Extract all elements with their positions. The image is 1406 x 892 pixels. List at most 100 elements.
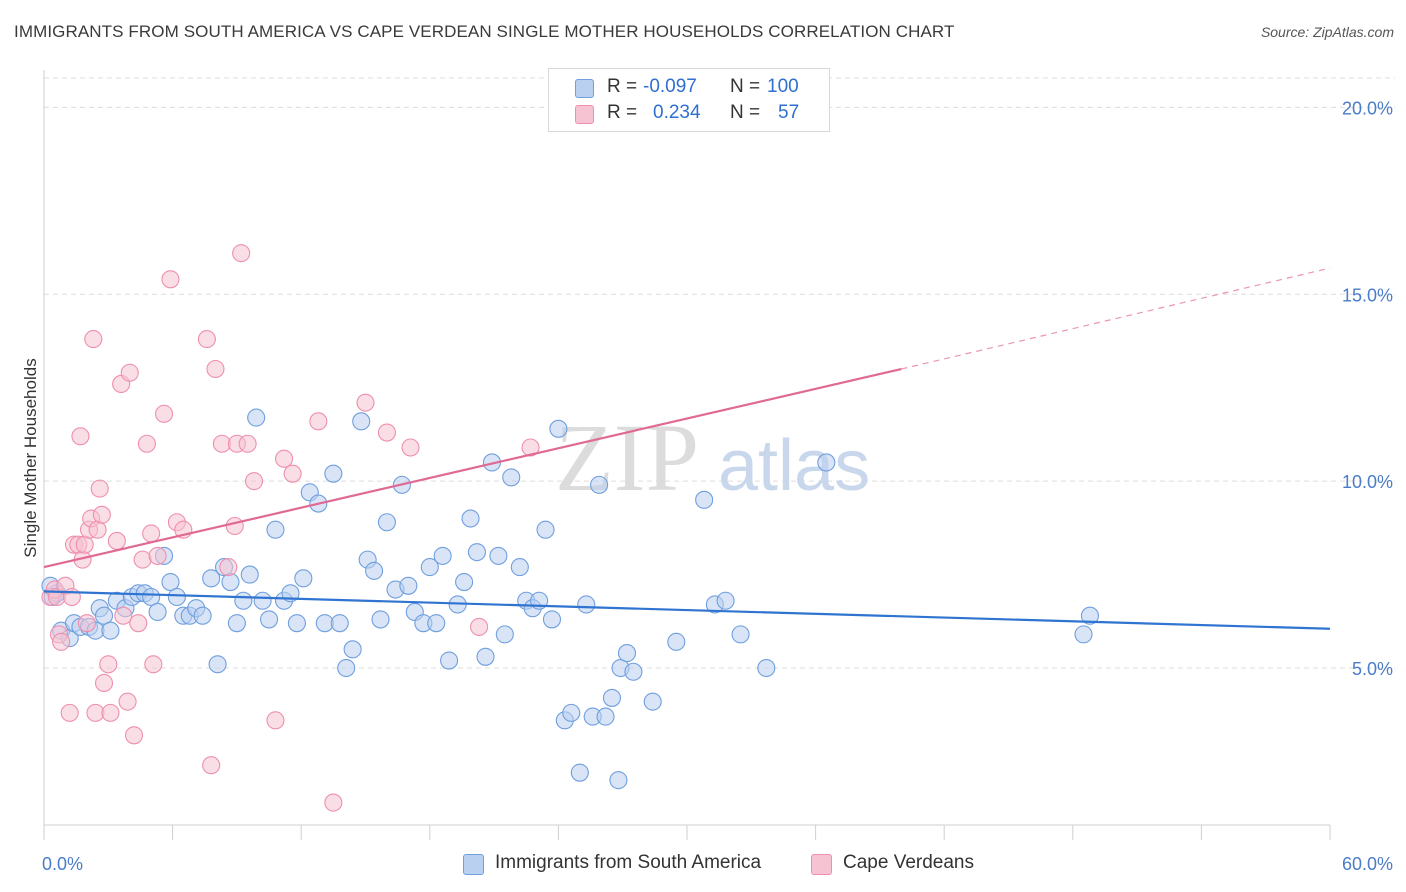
data-point-cape-verdeans: [107, 531, 126, 550]
data-point-immigrants: [287, 614, 306, 633]
data-point-immigrants: [731, 625, 750, 644]
zipatlas-watermark: ZIP atlas: [555, 404, 870, 511]
data-point-immigrants: [549, 419, 568, 438]
data-point-cape-verdeans: [142, 524, 161, 543]
data-point-cape-verdeans: [401, 438, 420, 457]
data-point-cape-verdeans: [470, 617, 489, 636]
data-point-cape-verdeans: [137, 434, 156, 453]
data-point-immigrants: [716, 591, 735, 610]
legend-r-label: R =: [607, 76, 638, 97]
data-point-immigrants: [609, 771, 628, 790]
data-point-cape-verdeans: [266, 711, 285, 730]
data-point-immigrants: [371, 610, 390, 629]
bottom-legend-label: Cape Verdeans: [843, 852, 974, 873]
data-point-immigrants: [427, 614, 446, 633]
data-point-immigrants: [695, 490, 714, 509]
data-point-cape-verdeans: [225, 516, 244, 536]
trend-line-immigrants: [43, 590, 1331, 630]
legend-n-value: 100: [767, 76, 799, 97]
y-tick-label: 15.0%: [1342, 285, 1393, 305]
data-point-immigrants: [1074, 625, 1093, 644]
data-point-immigrants: [440, 651, 459, 670]
x-tick-label: 0.0%: [42, 854, 83, 874]
data-point-cape-verdeans: [120, 363, 139, 382]
data-point-immigrants: [602, 688, 622, 707]
data-point-immigrants: [101, 621, 120, 640]
data-point-immigrants: [624, 662, 643, 681]
data-point-immigrants: [343, 640, 362, 659]
data-point-cape-verdeans: [86, 703, 105, 722]
legend-r-value: -0.097: [643, 76, 697, 97]
data-point-cape-verdeans: [90, 479, 109, 498]
data-point-immigrants: [757, 658, 776, 678]
data-point-immigrants: [266, 520, 285, 539]
data-point-cape-verdeans: [52, 632, 71, 651]
data-point-cape-verdeans: [60, 703, 79, 722]
data-point-immigrants: [94, 606, 114, 625]
data-point-cape-verdeans: [377, 423, 396, 442]
legend-swatch-pink: [575, 105, 594, 124]
data-point-immigrants: [202, 569, 221, 588]
data-point-immigrants: [667, 632, 686, 651]
data-point-immigrants: [148, 602, 167, 622]
data-point-cape-verdeans: [356, 393, 375, 412]
data-point-cape-verdeans: [77, 614, 96, 633]
data-point-cape-verdeans: [101, 703, 120, 722]
bottom-legend-swatch-blue: [463, 854, 484, 875]
y-axis-title: Single Mother Households: [21, 358, 40, 557]
bottom-legend-label: Immigrants from South America: [495, 852, 762, 873]
data-point-cape-verdeans: [94, 673, 114, 693]
data-point-cape-verdeans: [206, 359, 225, 379]
bottom-legend-swatch-pink: [811, 854, 832, 875]
data-point-cape-verdeans: [114, 606, 133, 625]
data-point-immigrants: [455, 573, 474, 592]
legend-n-value: 57: [778, 102, 800, 123]
trend-line-cape-verdeans-extension: [901, 267, 1331, 370]
data-point-immigrants: [570, 763, 589, 782]
data-point-immigrants: [502, 468, 521, 487]
legend-n-label: N =: [730, 76, 761, 97]
correlation-legend: R = -0.097 N = 100 R = 0.234 N = 57: [548, 68, 830, 132]
data-point-immigrants: [208, 655, 227, 674]
data-point-cape-verdeans: [202, 756, 221, 775]
watermark-atlas: atlas: [718, 426, 870, 506]
data-point-immigrants: [234, 591, 253, 610]
y-tick-label: 20.0%: [1342, 98, 1393, 118]
data-point-cape-verdeans: [232, 244, 251, 263]
data-point-immigrants: [433, 546, 452, 565]
data-point-cape-verdeans: [219, 558, 238, 577]
axes: [43, 70, 1331, 840]
data-point-immigrants: [240, 565, 259, 584]
data-point-immigrants: [596, 707, 615, 726]
data-point-immigrants: [324, 464, 343, 483]
data-point-immigrants: [617, 644, 637, 663]
data-point-immigrants: [542, 610, 562, 629]
data-point-immigrants: [377, 513, 396, 532]
data-point-cape-verdeans: [148, 546, 167, 565]
data-point-immigrants: [221, 573, 240, 592]
data-point-immigrants: [476, 647, 495, 666]
data-point-immigrants: [510, 558, 529, 577]
data-point-immigrants: [817, 453, 836, 472]
legend-swatch-blue: [575, 79, 594, 98]
data-point-immigrants: [142, 587, 161, 607]
data-point-cape-verdeans: [275, 449, 294, 468]
y-tick-label: 5.0%: [1352, 659, 1393, 679]
data-point-immigrants: [489, 546, 508, 565]
trend-lines: [43, 267, 1331, 630]
data-point-immigrants: [259, 610, 279, 629]
data-point-immigrants: [536, 520, 555, 539]
data-point-immigrants: [352, 412, 371, 431]
data-point-cape-verdeans: [71, 427, 90, 446]
data-point-immigrants: [467, 543, 487, 562]
data-point-cape-verdeans: [212, 434, 231, 453]
data-point-cape-verdeans: [99, 655, 118, 674]
data-point-immigrants: [161, 573, 180, 592]
data-point-cape-verdeans: [238, 434, 257, 453]
x-tick-label: 60.0%: [1342, 854, 1393, 874]
data-point-cape-verdeans: [283, 464, 302, 483]
data-point-cape-verdeans: [75, 535, 94, 554]
data-point-immigrants: [365, 561, 384, 580]
data-point-cape-verdeans: [309, 412, 328, 431]
data-point-immigrants: [227, 614, 246, 633]
